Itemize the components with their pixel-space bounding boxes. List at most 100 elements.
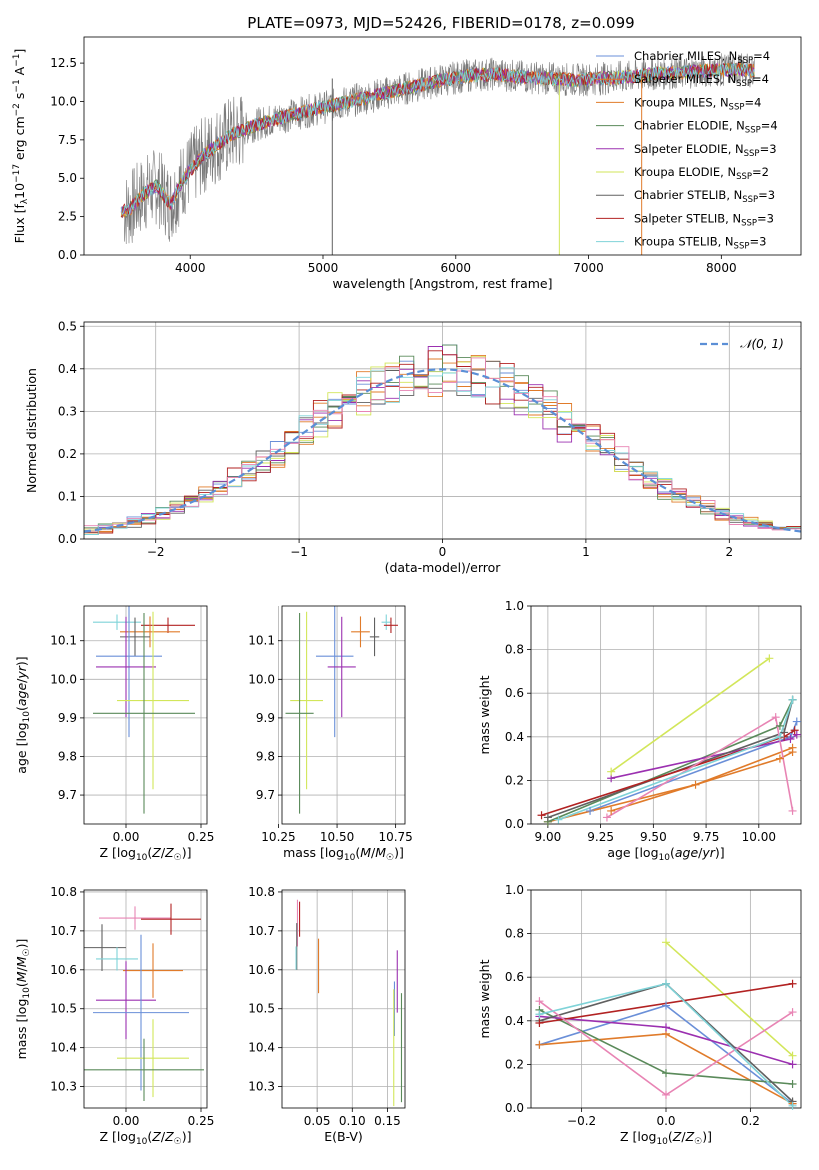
weight-marker-kroupa_miles [788, 743, 797, 752]
weight-marker-kroupa_elodie [765, 654, 774, 663]
hist-pink [84, 357, 801, 531]
spectrum-xtick-label: 8000 [706, 261, 737, 275]
spectrum-ytick-label: 7.5 [58, 133, 77, 147]
weight_vs_Z-xlabel: Z [log10(Z/Z☉)] [620, 1129, 712, 1147]
weight-marker-kroupa_stelib [788, 695, 797, 704]
weight-marker-chabrier_miles [792, 717, 801, 726]
weight_vs_Z-xtick-label: 0.2 [741, 1114, 760, 1128]
weight-marker-salpeter_elodie [792, 730, 801, 739]
gauss-legend-label: 𝒩(0, 1) [740, 337, 784, 351]
age_vs_Z-ytick-label: 10.0 [50, 672, 77, 686]
spectrum-panel: 4000 5000 6000 7000 8000 0.0 2.5 5.0 7.5 10.0 12.5… [12, 36, 802, 291]
mass_vs_ebv-plot-area [295, 899, 403, 1107]
residuals-xtick-label: 1 [582, 545, 590, 559]
weight-marker-kroupa_stelib [788, 1101, 797, 1110]
legend-label-kroupa_elodie: Kroupa ELODIE, NSSP=2 [634, 165, 769, 182]
weight-line-kroupa_miles [547, 746, 793, 823]
spectrum-ytick-label: 12.5 [50, 56, 77, 70]
weight-marker-salpeter_miles [775, 754, 784, 763]
weight-line-chabrier_stelib [547, 699, 794, 819]
age_vs_Z-ytick-label: 9.7 [58, 788, 77, 802]
weight-marker-salpeter_stelib [535, 1018, 544, 1027]
weight-marker-salpeter_stelib [788, 979, 797, 988]
age_vs_mass-xlabel: mass [log10(M/M☉)] [283, 845, 404, 863]
weight-marker-chabrier_elodie [775, 721, 784, 730]
weight_vs_age-xtick-label: 9.25 [587, 830, 614, 844]
weight-line-kroupa_elodie [610, 657, 770, 773]
age_vs_mass-ytick-label: 10.0 [248, 672, 275, 686]
weight-marker-salpeter_miles [607, 806, 616, 815]
weight_vs_age-ytick-label: 0.0 [505, 817, 524, 831]
age_vs_mass-xtick-label: 10.50 [320, 830, 354, 844]
mass_vs_ebv-xtick-label: 0.05 [304, 1114, 331, 1128]
weight-marker-salpeter_elodie [788, 1060, 797, 1069]
mass_vs_Z-panel: 0.00 0.25 10.3 10.4 10.5 10.6 10.7 10.8 Z [log10… [14, 885, 214, 1147]
hist-kroupa_elodie [84, 356, 801, 531]
age_vs_Z-xtick-label: 0.00 [113, 830, 140, 844]
weight-marker-chabrier_elodie [788, 1080, 797, 1089]
hist-kroupa_stelib [84, 367, 801, 535]
weight_vs_Z-ytick-label: 0.6 [505, 970, 524, 984]
residuals-ytick-label: 0.1 [58, 489, 77, 503]
age_vs_mass-frame [281, 605, 406, 825]
mass_vs_Z-frame [83, 889, 208, 1109]
weight_vs_age-xtick-label: 9.75 [693, 830, 720, 844]
weight_vs_age-ylabel: mass weight [477, 675, 492, 754]
mass_vs_ebv-xtick-label: 0.10 [339, 1114, 366, 1128]
mass_vs_Z-ytick-label: 10.3 [50, 1080, 77, 1094]
mass_vs_Z-ytick-label: 10.8 [50, 885, 77, 899]
weight-marker-kroupa_miles [691, 780, 700, 789]
weight_vs_Z-xtick-label: −0.2 [567, 1114, 596, 1128]
weight-marker-kroupa_elodie [788, 1051, 797, 1060]
residuals-xlabel: (data-model)/error [385, 560, 502, 575]
mass_vs_Z-xlabel: Z [log10(Z/Z☉)] [99, 1129, 191, 1147]
age_vs_mass-xtick-label: 10.75 [378, 830, 412, 844]
weight-marker-salpeter_stelib [537, 811, 546, 820]
age_vs_Z-ytick-label: 9.8 [58, 749, 77, 763]
mass_vs_ebv-ytick-label: 10.5 [248, 1002, 275, 1016]
age_vs_Z-frame [83, 605, 208, 825]
residuals-xtick-label: −1 [290, 545, 308, 559]
weight-marker-kroupa_stelib [554, 815, 563, 824]
legend-label-salpeter_miles: Salpeter MILES, NSSP=4 [634, 72, 769, 89]
age_vs_Z-xtick-label: 0.25 [188, 830, 215, 844]
weight_vs_Z-frame [530, 889, 802, 1109]
weight_vs_Z-panel: −0.2 0.0 0.2 0.0 0.2 0.4 0.6 0.8 1.0 Z [log10(Z/Z… [477, 883, 802, 1147]
residuals-xtick-label: 2 [725, 545, 733, 559]
weight_vs_age-ytick-label: 0.4 [505, 730, 524, 744]
age_vs_mass-panel: 10.25 10.50 10.75 9.7 9.8 9.9 10.0 10.1 mass [lo… [248, 605, 413, 863]
mass_vs_ebv-ytick-label: 10.6 [248, 963, 275, 977]
weight_vs_age-xtick-label: 9.00 [535, 830, 562, 844]
weight-marker-pink [662, 1090, 670, 1099]
weight_vs_age-panel: 9.00 9.25 9.50 9.75 10.00 0.0 0.2 0.4 0.6 0.8 1.0 a… [477, 599, 802, 863]
age_vs_mass-xtick-label: 10.25 [261, 830, 295, 844]
residuals-ytick-label: 0.2 [58, 447, 77, 461]
weight-marker-salpeter_stelib [790, 726, 799, 735]
age_vs_mass-ytick-label: 10.1 [248, 634, 275, 648]
weight-marker-pink [771, 713, 780, 722]
weight-marker-chabrier_miles [662, 1001, 670, 1010]
residuals-ylabel: Normed distribution [24, 368, 39, 493]
mass_vs_ebv-ytick-label: 10.4 [248, 1041, 275, 1055]
age_vs_Z-ytick-label: 9.9 [58, 711, 77, 725]
weight_vs_age-frame [530, 605, 802, 825]
legend-label-salpeter_elodie: Salpeter ELODIE, NSSP=3 [634, 142, 777, 159]
weight_vs_Z-ytick-label: 0.8 [505, 927, 524, 941]
age_vs_Z-ytick-label: 10.1 [50, 634, 77, 648]
weight-marker-salpeter_elodie [786, 734, 795, 743]
weight_vs_Z-ytick-label: 0.4 [505, 1014, 524, 1028]
legend-label-chabrier_stelib: Chabrier STELIB, NSSP=3 [634, 188, 775, 205]
hist-salpeter_stelib [84, 350, 801, 534]
age_vs_mass-plot-area [285, 606, 398, 814]
age_vs_mass-ytick-label: 9.9 [256, 711, 275, 725]
residuals-ytick-label: 0.3 [58, 404, 77, 418]
residuals-frame [83, 321, 802, 540]
spectrum-ytick-label: 0.0 [58, 248, 77, 262]
legend-label-salpeter_stelib: Salpeter STELIB, NSSP=3 [634, 211, 774, 228]
weight_vs_Z-ytick-label: 1.0 [505, 883, 524, 897]
weight-marker-kroupa_elodie [607, 767, 616, 776]
figure-title: PLATE=0973, MJD=52426, FIBERID=0178, z=0… [247, 14, 634, 32]
weight-marker-pink [602, 813, 611, 822]
mass_vs_ebv-xlabel: E(B-V) [324, 1129, 363, 1144]
